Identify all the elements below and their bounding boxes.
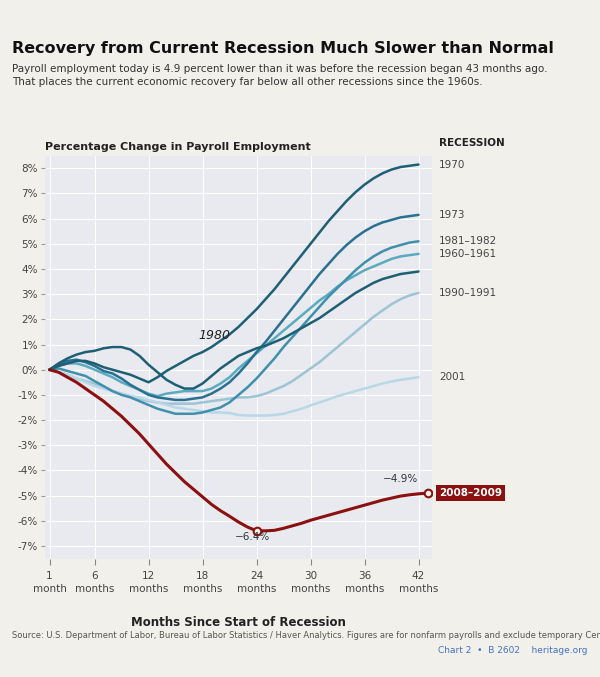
Text: 6: 6	[91, 571, 98, 581]
Text: 1980: 1980	[198, 330, 230, 343]
Text: Chart 2  •  B 2602    heritage.org: Chart 2 • B 2602 heritage.org	[439, 646, 588, 655]
Text: 12: 12	[142, 571, 155, 581]
Text: months: months	[399, 584, 438, 594]
Text: 24: 24	[250, 571, 263, 581]
Text: 1981–1982: 1981–1982	[439, 236, 497, 246]
Text: 36: 36	[358, 571, 371, 581]
Text: 2001: 2001	[439, 372, 466, 383]
Text: That places the current economic recovery far below all other recessions since t: That places the current economic recover…	[12, 77, 482, 87]
Text: 2008–2009: 2008–2009	[439, 488, 502, 498]
Text: month: month	[32, 584, 67, 594]
Text: −6.4%: −6.4%	[235, 531, 269, 542]
Text: 1960–1961: 1960–1961	[439, 249, 497, 259]
Text: Source: U.S. Department of Labor, Bureau of Labor Statistics / Haver Analytics. : Source: U.S. Department of Labor, Bureau…	[12, 631, 600, 640]
Text: 1: 1	[46, 571, 53, 581]
Text: 1970: 1970	[439, 160, 466, 169]
Text: months: months	[183, 584, 222, 594]
Text: Recovery from Current Recession Much Slower than Normal: Recovery from Current Recession Much Slo…	[12, 41, 554, 56]
Text: 42: 42	[412, 571, 425, 581]
Text: 30: 30	[304, 571, 317, 581]
Text: months: months	[237, 584, 276, 594]
Text: Months Since Start of Recession: Months Since Start of Recession	[131, 616, 346, 629]
Text: Payroll employment today is 4.9 percent lower than it was before the recession b: Payroll employment today is 4.9 percent …	[12, 64, 548, 74]
Text: Percentage Change in Payroll Employment: Percentage Change in Payroll Employment	[45, 142, 311, 152]
Text: months: months	[291, 584, 330, 594]
Text: RECESSION: RECESSION	[439, 137, 505, 148]
Text: 1990–1991: 1990–1991	[439, 288, 497, 298]
Text: months: months	[129, 584, 168, 594]
Text: 1973: 1973	[439, 210, 466, 220]
Text: −4.9%: −4.9%	[383, 475, 418, 485]
Text: 18: 18	[196, 571, 209, 581]
Text: months: months	[75, 584, 114, 594]
Text: months: months	[345, 584, 384, 594]
